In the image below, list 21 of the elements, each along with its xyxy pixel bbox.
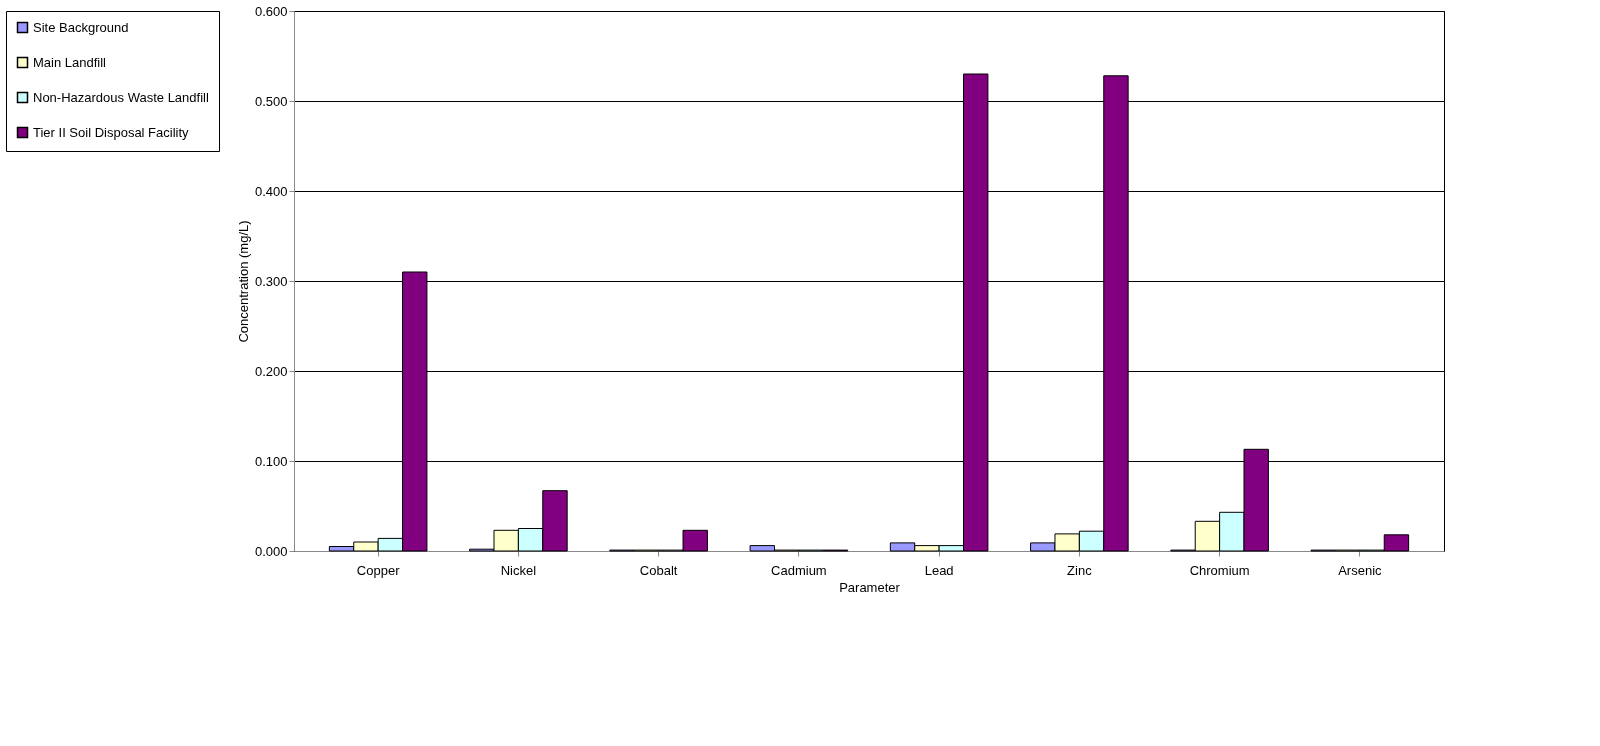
x-tick-label: Nickel [500, 562, 537, 578]
x-tick-label: Chromium [1189, 562, 1250, 578]
y-tick-label: 0.300 [254, 273, 288, 289]
legend-label: Non-Hazardous Waste Landfill [33, 89, 209, 105]
y-tick-label: 0.100 [254, 453, 288, 469]
x-axis-title: Parameter [839, 579, 901, 595]
x-tick-label: Cobalt [639, 562, 678, 578]
legend-label: Site Background [33, 19, 129, 35]
x-tick-label: Arsenic [1338, 562, 1383, 578]
y-axis-title: Concentration (mg/L) [235, 220, 251, 343]
y-tick-label: 0.000 [254, 543, 288, 559]
y-tick-label: 0.200 [254, 363, 288, 379]
y-tick-label: 0.400 [254, 183, 288, 199]
legend-label: Tier II Soil Disposal Facility [33, 124, 190, 140]
x-tick-label: Lead [924, 562, 954, 578]
x-tick-label: Copper [356, 562, 401, 578]
y-tick-label: 0.600 [254, 3, 288, 19]
y-tick-label: 0.500 [254, 93, 288, 109]
x-tick-label: Zinc [1067, 562, 1093, 578]
legend-label: Main Landfill [33, 54, 107, 70]
x-tick-label: Cadmium [771, 562, 827, 578]
